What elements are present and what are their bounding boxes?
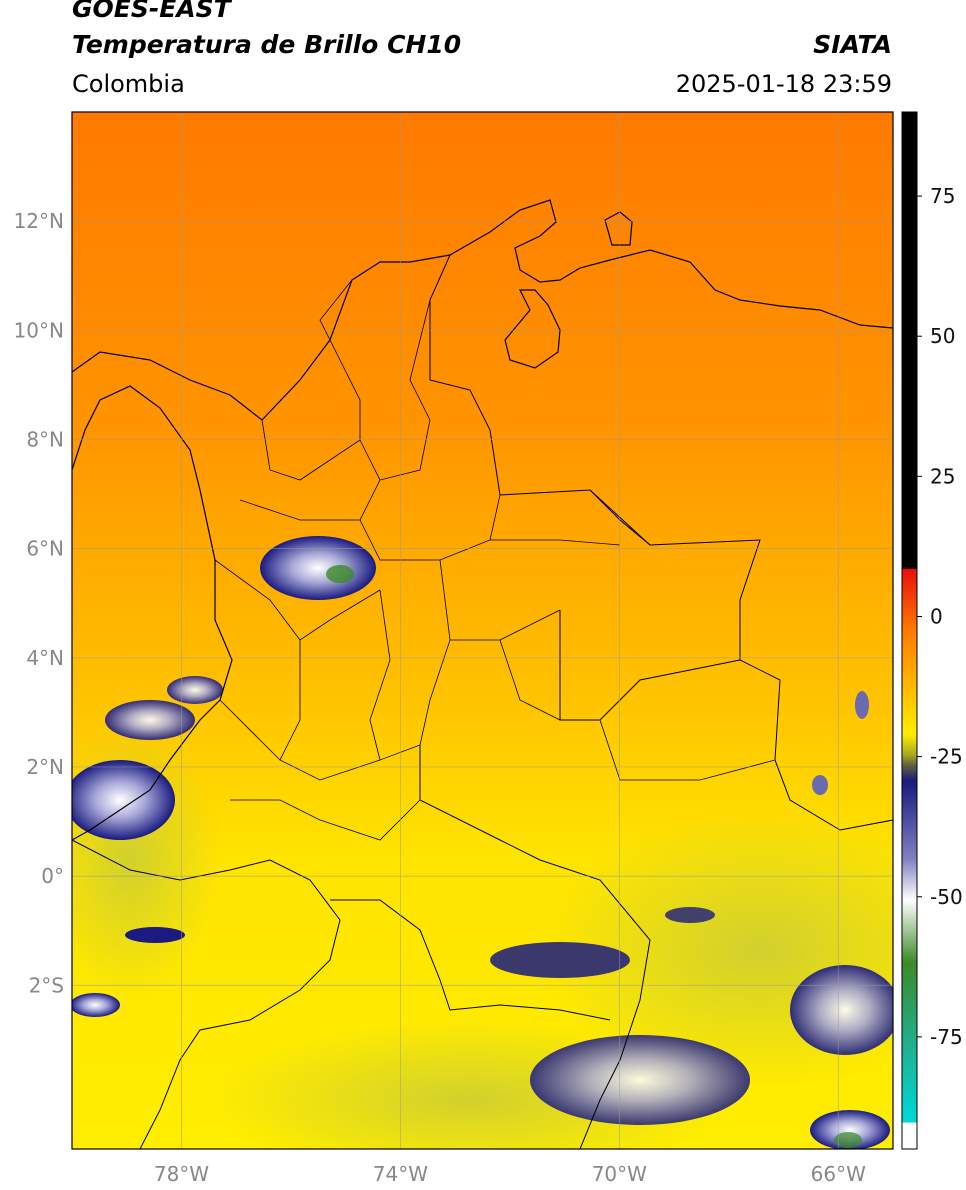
source-label: SIATA — [813, 30, 892, 59]
cloud-green-core — [326, 565, 354, 583]
satellite-title: GOES-EAST — [72, 0, 231, 23]
cloud-amazon-2 — [530, 1035, 750, 1125]
lat-tick-label: 12°N — [14, 209, 64, 233]
product-title: Temperatura de Brillo CH10 — [72, 30, 462, 59]
cloud-antioquia — [260, 536, 376, 600]
colorbar-tick-label: 50 — [930, 324, 955, 348]
lat-tick-label: 8°N — [26, 427, 64, 451]
lon-tick-label: 66°W — [811, 1162, 866, 1186]
lat-tick-label: 2°N — [26, 755, 64, 779]
lat-tick-label: 6°N — [26, 537, 64, 561]
colorbar-tick-label: -25 — [930, 745, 963, 769]
cloud-east-2 — [855, 691, 869, 719]
lon-tick-label: 70°W — [592, 1162, 647, 1186]
lat-tick-label: 4°N — [26, 646, 64, 670]
cloud-amazon-4 — [810, 1110, 890, 1149]
lon-tick-label: 74°W — [373, 1162, 428, 1186]
timestamp-label: 2025-01-18 23:59 — [675, 70, 892, 98]
colorbar-tick-label: 25 — [930, 464, 955, 488]
colorbar-tick-label: 75 — [930, 184, 955, 208]
cloud-pacific-5 — [72, 993, 120, 1017]
cloud-pacific-4 — [125, 927, 185, 943]
cloud-amazon-3 — [790, 965, 893, 1055]
cloud-pacific-1 — [72, 760, 175, 840]
cloud-amazon-1 — [490, 942, 630, 978]
cloud-east-1 — [812, 775, 828, 795]
colorbar — [901, 111, 918, 1150]
cloud-amazon-5 — [665, 907, 715, 923]
region-label: Colombia — [72, 70, 185, 98]
lon-tick-label: 78°W — [154, 1162, 209, 1186]
cloud-pacific-2 — [105, 700, 195, 740]
lat-tick-label: 10°N — [14, 318, 64, 342]
colorbar-tick-label: 0 — [930, 604, 943, 628]
department-borders — [214, 279, 776, 841]
graticule — [72, 112, 893, 1149]
cloud-green-core-2 — [834, 1132, 862, 1148]
map-frame — [71, 111, 894, 1150]
lat-tick-label: 0° — [41, 864, 64, 888]
cloud-pacific-3 — [167, 676, 223, 704]
lat-tick-label: 2°S — [29, 973, 64, 997]
colorbar-tick-label: -75 — [930, 1025, 963, 1049]
country-borders — [72, 254, 893, 1149]
colorbar-tick-label: -50 — [930, 885, 963, 909]
